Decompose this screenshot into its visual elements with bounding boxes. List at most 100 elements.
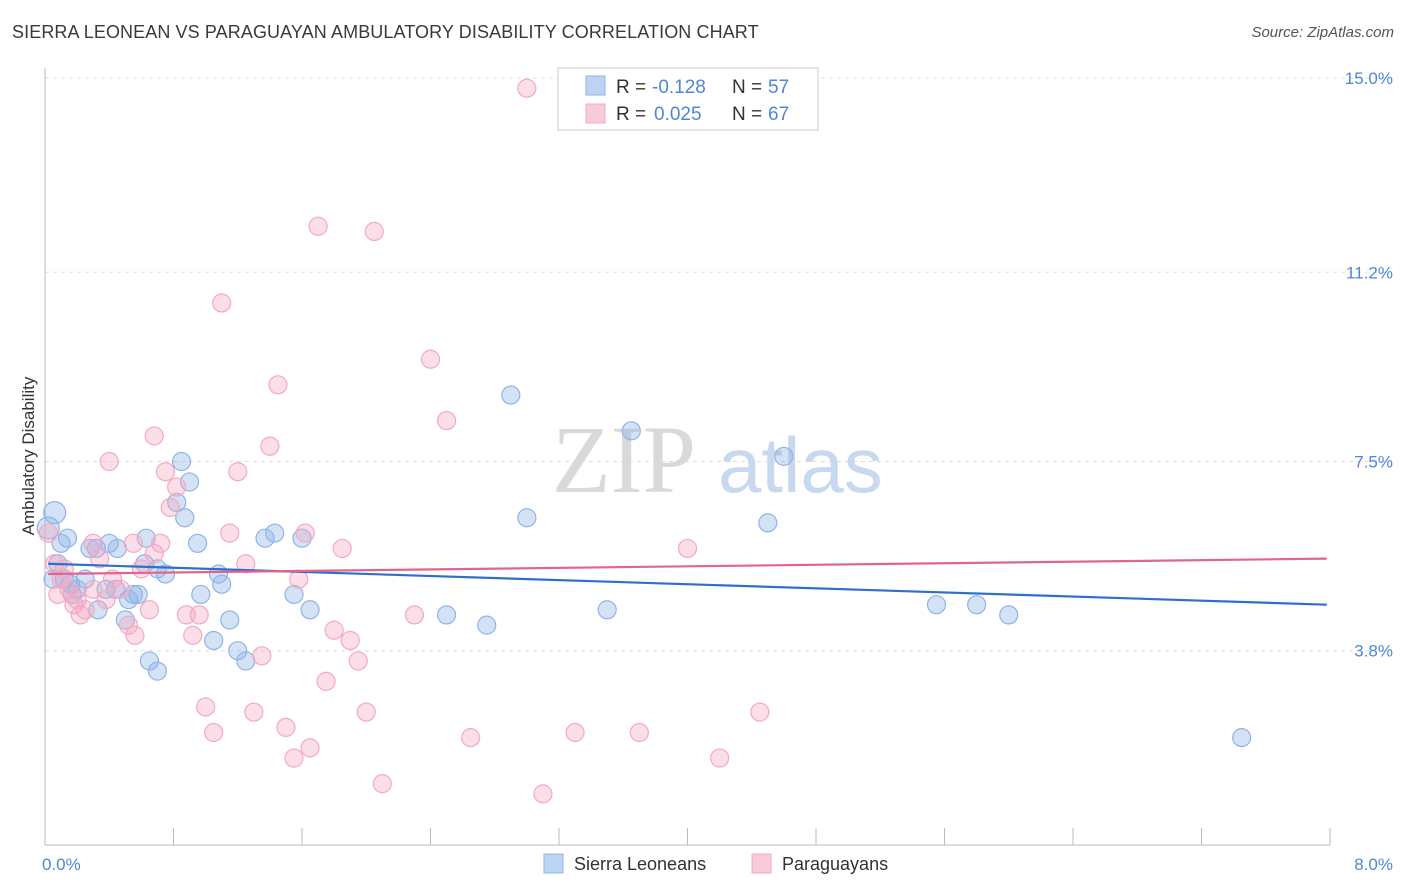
point-sierra-56 [171, 451, 192, 472]
point-sierra-39 [123, 584, 143, 605]
legend-r-label-1: R = [616, 77, 646, 98]
point-paraguayan-66 [123, 533, 143, 553]
point-sierra-34 [300, 600, 320, 620]
point-sierra-30 [255, 528, 275, 548]
point-sierra-54 [999, 605, 1019, 625]
point-paraguayan-64 [48, 584, 68, 605]
legend-swatch-paraguayan [585, 103, 606, 124]
point-paraguayan-45 [372, 774, 392, 794]
legend-n-label-1: N = [732, 77, 762, 98]
point-paraguayan-28 [236, 554, 256, 574]
point-paraguayan-15 [139, 600, 160, 620]
point-paraguayan-59 [83, 533, 103, 553]
point-sierra-22 [175, 508, 195, 528]
point-paraguayan-57 [750, 702, 770, 722]
point-sierra-11 [80, 538, 100, 559]
point-paraguayan-31 [260, 436, 280, 456]
point-sierra-10 [67, 579, 87, 599]
point-sierra-49 [621, 421, 641, 441]
point-sierra-36 [139, 651, 160, 671]
point-paraguayan-27 [228, 462, 248, 482]
point-sierra-6 [86, 538, 107, 559]
point-paraguayan-16 [144, 543, 164, 564]
point-paraguayan-50 [517, 78, 537, 98]
point-paraguayan-51 [533, 784, 553, 804]
point-paraguayan-48 [436, 410, 457, 431]
point-paraguayan-34 [284, 748, 304, 768]
point-paraguayan-3 [59, 579, 79, 599]
point-paraguayan-40 [332, 538, 352, 559]
point-sierra-16 [128, 584, 148, 605]
bottom-swatch-sierra [543, 853, 564, 874]
point-paraguayan-13 [125, 625, 145, 645]
y-tick-label-0: 3.8% [1354, 642, 1393, 661]
point-paraguayan-4 [64, 595, 84, 615]
point-sierra-31 [265, 523, 285, 543]
point-paraguayan-49 [461, 728, 481, 748]
legend-r-value-1: -0.128 [652, 77, 706, 98]
point-paraguayan-62 [67, 589, 87, 610]
point-sierra-25 [204, 630, 224, 651]
y-tick-labels: 3.8% 7.5% 11.2% 15.0% [1345, 69, 1393, 661]
point-paraguayan-30 [252, 646, 272, 666]
point-paraguayan-58 [99, 451, 119, 472]
y-tick-label-2: 11.2% [1346, 263, 1393, 282]
point-paraguayan-42 [348, 651, 368, 671]
point-paraguayan-22 [189, 605, 209, 625]
point-paraguayan-38 [316, 671, 336, 691]
y-tick-label-3: 15.0% [1345, 69, 1393, 88]
point-sierra-0 [43, 501, 67, 525]
point-sierra-38 [115, 610, 135, 630]
point-paraguayan-0 [38, 523, 58, 543]
point-sierra-27 [220, 610, 240, 630]
watermark-atlas: atlas [718, 421, 883, 509]
legend-r-label-2: R = [616, 104, 646, 125]
chart-title: SIERRA LEONEAN VS PARAGUAYAN AMBULATORY … [12, 22, 759, 42]
point-sierra-37 [147, 661, 168, 681]
point-sierra-47 [517, 508, 537, 528]
point-sierra-29 [236, 651, 256, 671]
point-paraguayan-47 [420, 349, 441, 369]
point-paraguayan-9 [96, 589, 116, 610]
point-paraguayan-17 [151, 533, 171, 553]
point-paraguayan-55 [677, 538, 698, 559]
point-paraguayan-12 [118, 615, 139, 635]
point-sierra-2 [51, 533, 71, 553]
point-paraguayan-39 [324, 620, 344, 640]
legend-n-label-2: N = [732, 104, 762, 125]
legend-n-value-2: 67 [768, 104, 789, 125]
point-paraguayan-11 [110, 579, 131, 599]
watermark-zip: ZIP [552, 406, 696, 513]
point-paraguayan-63 [54, 559, 74, 579]
point-sierra-1 [36, 516, 60, 540]
source-label: Source: ZipAtlas.com [1251, 24, 1394, 41]
x-tick-label-0: 0.0% [42, 855, 81, 874]
point-sierra-40 [107, 538, 127, 559]
point-paraguayan-65 [300, 738, 320, 758]
point-sierra-24 [191, 584, 211, 605]
point-sierra-28 [228, 641, 248, 661]
point-sierra-26 [212, 574, 232, 594]
point-paraguayan-56 [710, 748, 730, 768]
series-legend: Sierra Leoneans Paraguayans [543, 853, 888, 874]
point-paraguayan-23 [196, 697, 216, 717]
y-axis-label: Ambulatory Disability [19, 376, 38, 535]
point-sierra-51 [774, 446, 794, 466]
point-sierra-33 [292, 528, 312, 548]
point-paraguayan-33 [276, 717, 296, 737]
point-paraguayan-43 [356, 702, 376, 722]
point-sierra-21 [179, 472, 200, 492]
point-sierra-53 [967, 595, 987, 615]
point-paraguayan-26 [220, 523, 240, 543]
x-tick-label-1: 8.0% [1354, 855, 1393, 874]
point-sierra-23 [187, 533, 208, 553]
bottom-legend-sierra: Sierra Leoneans [574, 854, 706, 874]
point-paraguayan-54 [629, 722, 649, 743]
point-paraguayan-32 [268, 375, 288, 395]
point-sierra-50 [758, 513, 778, 533]
point-sierra-14 [106, 579, 126, 599]
legend-swatch-sierra [585, 75, 606, 96]
point-paraguayan-36 [295, 523, 315, 543]
point-sierra-45 [477, 615, 497, 635]
